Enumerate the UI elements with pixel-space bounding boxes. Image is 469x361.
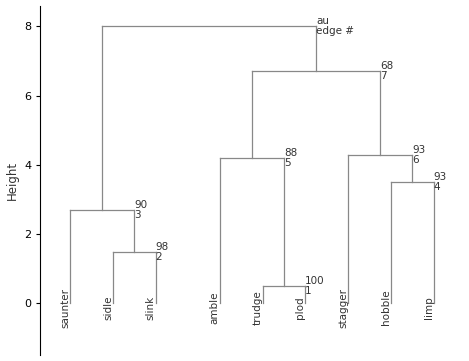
Text: slink: slink: [146, 296, 156, 320]
Text: 100: 100: [305, 276, 325, 286]
Text: 93: 93: [433, 172, 447, 182]
Text: hobble: hobble: [381, 290, 391, 326]
Text: 5: 5: [284, 158, 290, 168]
Text: 98: 98: [156, 242, 169, 252]
Text: sidle: sidle: [103, 295, 113, 320]
Text: 3: 3: [134, 210, 141, 220]
Text: 68: 68: [380, 61, 393, 71]
Text: au: au: [316, 16, 329, 26]
Text: 6: 6: [412, 155, 419, 165]
Text: saunter: saunter: [60, 288, 70, 328]
Y-axis label: Height: Height: [6, 161, 19, 200]
Text: edge #: edge #: [316, 26, 354, 36]
Text: stagger: stagger: [338, 288, 348, 328]
Text: 7: 7: [380, 71, 387, 81]
Text: plod: plod: [295, 296, 305, 319]
Text: amble: amble: [210, 291, 220, 324]
Text: 2: 2: [156, 252, 162, 261]
Text: 88: 88: [284, 148, 297, 158]
Text: 90: 90: [134, 200, 147, 210]
Text: 93: 93: [412, 144, 425, 155]
Text: trudge: trudge: [252, 290, 263, 325]
Text: limp: limp: [424, 296, 433, 319]
Text: 4: 4: [433, 182, 440, 192]
Text: 1: 1: [305, 286, 312, 296]
